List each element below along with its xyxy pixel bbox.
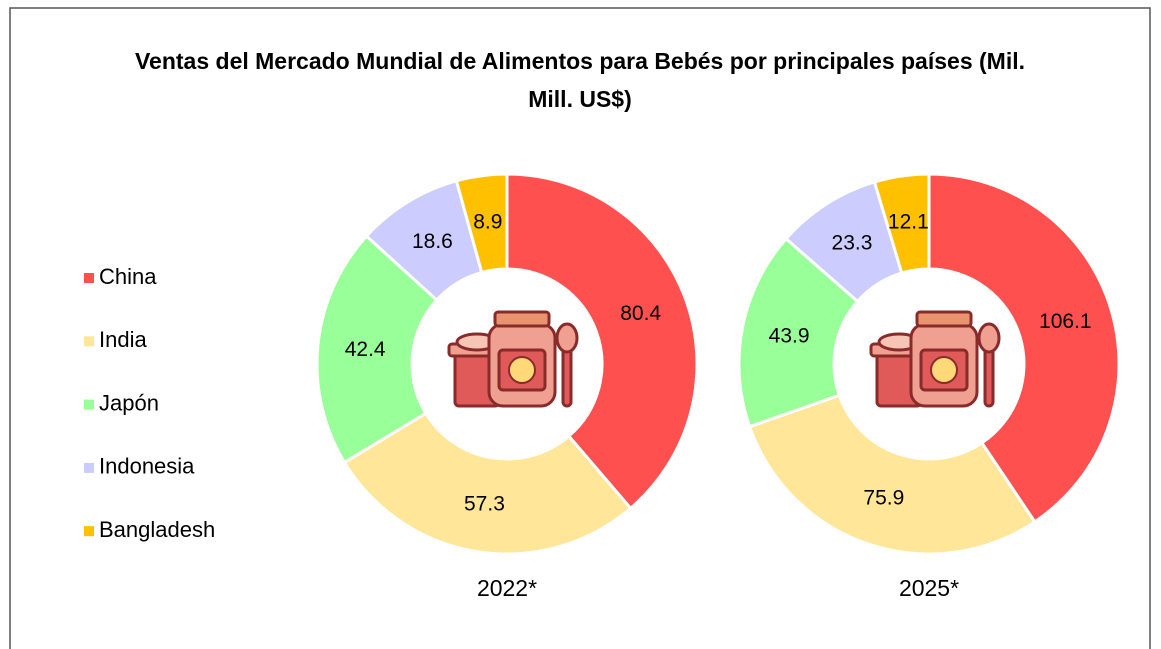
data-label: 106.1 — [1039, 310, 1092, 333]
data-label: 42.4 — [345, 338, 386, 361]
center-icon — [449, 312, 577, 406]
legend-swatch — [84, 336, 94, 346]
legend-swatch — [84, 273, 94, 283]
data-label: 75.9 — [863, 487, 904, 510]
data-label: 12.1 — [888, 211, 929, 234]
data-label: 18.6 — [412, 230, 453, 253]
legend-swatch — [84, 526, 94, 536]
legend-label: Bangladesh — [99, 517, 215, 542]
legend-label: Indonesia — [99, 454, 195, 479]
series-label: 2025* — [899, 575, 959, 601]
legend-label: India — [99, 327, 147, 352]
legend-label: China — [99, 264, 157, 289]
data-label: 80.4 — [620, 302, 661, 325]
donut-slice — [750, 395, 1035, 554]
series-label: 2022* — [477, 575, 537, 601]
legend-swatch — [84, 463, 94, 473]
legend-label: Japón — [99, 390, 159, 415]
legend-swatch — [84, 400, 94, 410]
data-label: 43.9 — [769, 324, 810, 347]
page: China India Japón Indonesia Bangladesh 80.4 57… — [0, 0, 1161, 649]
data-label: 8.9 — [473, 210, 502, 233]
center-icon — [871, 312, 999, 406]
data-label: 57.3 — [464, 492, 505, 515]
data-label: 23.3 — [832, 232, 873, 255]
chart-title: Ventas del Mercado Mundial de Alimentos … — [130, 42, 1030, 118]
